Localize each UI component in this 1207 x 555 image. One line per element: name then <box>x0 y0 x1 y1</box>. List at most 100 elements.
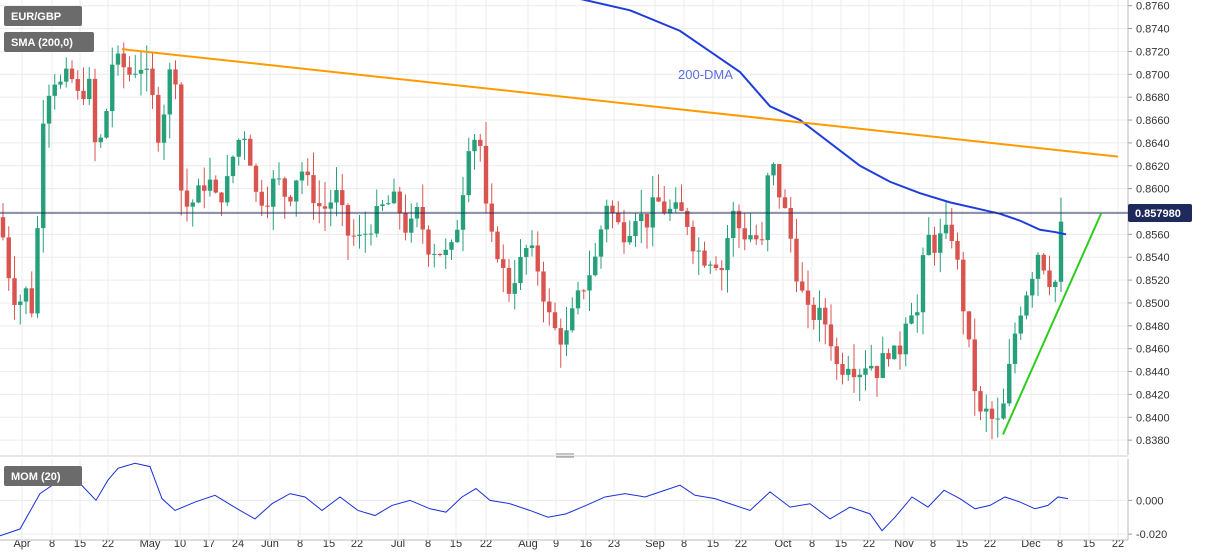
candle-body <box>202 185 207 191</box>
candle-body <box>598 229 604 257</box>
candle-body <box>311 175 316 204</box>
candle-body <box>265 205 270 207</box>
x-tick-label: May <box>140 538 161 550</box>
x-tick-label: Sep <box>645 538 665 550</box>
candle-body <box>719 268 724 271</box>
x-tick-label: 15 <box>1083 538 1095 550</box>
candle-body <box>690 226 696 252</box>
candle-body <box>345 205 351 236</box>
candle-body <box>167 69 172 115</box>
candle-body <box>593 256 598 276</box>
candle-body <box>696 250 701 252</box>
candle-body <box>828 324 834 347</box>
candle-body <box>708 264 713 266</box>
candle-body <box>805 290 811 305</box>
candle-body <box>961 259 966 312</box>
y-tick-label: 0.8680 <box>1136 92 1170 104</box>
x-tick-label: 24 <box>232 538 244 550</box>
candle-body <box>478 139 483 146</box>
candle-body <box>771 164 776 176</box>
x-tick-label: Apr <box>13 538 30 550</box>
candle-body <box>834 346 839 364</box>
candle-body <box>1035 254 1041 279</box>
candle-body <box>242 138 247 140</box>
candle-body <box>328 202 333 209</box>
candle-body <box>823 307 828 325</box>
y-tick-label: 0.8740 <box>1136 24 1170 36</box>
axes: Apr 8 15 22 May 10 17 24 Jun 8 15 22 Jul 8 15 22 Aug 9 16 2… <box>0 0 1170 550</box>
panel-splitter-handle[interactable] <box>556 453 574 458</box>
candle-body <box>322 206 328 209</box>
candle-body <box>110 64 115 112</box>
candle-body <box>207 179 213 191</box>
candle-body <box>535 245 540 272</box>
candle-body <box>800 281 805 291</box>
x-tick-label: 22 <box>735 538 747 550</box>
candle-body <box>161 114 167 143</box>
y-tick-label: 0.8760 <box>1136 1 1170 13</box>
symbol-label: EUR/GBP <box>11 11 61 23</box>
candle-body <box>903 323 908 355</box>
candle-body <box>87 78 92 100</box>
candle-body <box>1030 278 1035 296</box>
x-tick-label: 22 <box>480 538 492 550</box>
x-tick-label: Dec <box>1021 538 1041 550</box>
candle-body <box>466 151 471 196</box>
x-tick-label: 15 <box>450 538 462 550</box>
candle-body <box>627 235 632 243</box>
candle-body <box>604 205 609 230</box>
candle-body <box>46 95 52 124</box>
x-tick-label: Jun <box>261 538 279 550</box>
symbol-tag[interactable] <box>4 6 82 26</box>
candle-body <box>69 68 75 80</box>
candle-body <box>213 179 218 193</box>
candle-body <box>184 190 190 207</box>
candlestick-series <box>0 42 1064 440</box>
candle-body <box>253 165 259 192</box>
candle-body <box>765 175 770 241</box>
candle-body <box>18 301 23 305</box>
candle-body <box>524 248 529 257</box>
candle-body <box>81 90 86 100</box>
candle-body <box>501 259 506 268</box>
candle-body <box>1024 295 1029 316</box>
candle-body <box>897 345 903 355</box>
candle-body <box>437 253 443 255</box>
candle-body <box>846 368 851 375</box>
candle-body <box>133 73 138 75</box>
candle-body <box>1018 315 1023 334</box>
candle-body <box>570 308 575 331</box>
candle-body <box>725 238 730 271</box>
candle-body <box>363 233 368 235</box>
candle-body <box>420 206 425 230</box>
candle-body <box>857 374 862 378</box>
candle-body <box>759 239 765 241</box>
sma-tag[interactable] <box>4 32 94 52</box>
x-tick-label: Nov <box>894 538 914 550</box>
x-tick-label: 9 <box>553 538 559 550</box>
x-tick-label: 15 <box>323 538 335 550</box>
candle-body <box>35 228 40 314</box>
mom-tag[interactable] <box>4 466 82 486</box>
candle-body <box>851 368 857 378</box>
candle-body <box>742 228 747 240</box>
candle-body <box>892 345 897 360</box>
candle-body <box>426 229 431 255</box>
candle-body <box>621 222 627 243</box>
candle-body <box>1047 270 1052 287</box>
candle-body <box>305 171 310 176</box>
candle-body <box>282 178 287 197</box>
candle-body <box>1041 254 1046 271</box>
y-tick-label: 0.8520 <box>1136 275 1170 287</box>
candle-body <box>943 224 949 234</box>
x-tick-label: 16 <box>580 538 592 550</box>
candle-body <box>1001 403 1006 419</box>
candle-body <box>64 68 69 82</box>
x-tick-label: 8 <box>425 538 431 550</box>
x-tick-label: 22 <box>863 538 875 550</box>
candle-body <box>380 204 385 207</box>
candle-body <box>955 241 960 260</box>
candle-body <box>190 202 195 207</box>
x-tick-label: 10 <box>174 538 186 550</box>
candle-body <box>489 203 494 232</box>
